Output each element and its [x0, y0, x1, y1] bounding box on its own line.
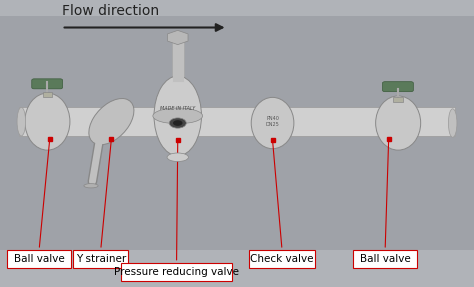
FancyBboxPatch shape	[353, 250, 417, 268]
FancyBboxPatch shape	[43, 92, 52, 97]
FancyBboxPatch shape	[249, 250, 315, 268]
Circle shape	[169, 118, 186, 128]
FancyBboxPatch shape	[121, 263, 232, 281]
Ellipse shape	[251, 97, 294, 149]
Ellipse shape	[153, 108, 202, 124]
Text: MADE IN ITALY: MADE IN ITALY	[160, 106, 195, 111]
Text: PN40: PN40	[266, 116, 279, 121]
Ellipse shape	[154, 76, 201, 156]
Text: Y strainer: Y strainer	[75, 254, 126, 264]
Circle shape	[173, 120, 182, 126]
Ellipse shape	[25, 93, 70, 150]
Text: Ball valve: Ball valve	[14, 254, 64, 264]
FancyBboxPatch shape	[32, 79, 63, 89]
Text: Flow direction: Flow direction	[62, 3, 159, 18]
Ellipse shape	[17, 107, 26, 136]
Text: Check valve: Check valve	[250, 254, 314, 264]
FancyBboxPatch shape	[393, 96, 403, 102]
FancyBboxPatch shape	[73, 250, 128, 268]
Ellipse shape	[89, 98, 134, 145]
Text: Pressure reducing valve: Pressure reducing valve	[114, 267, 239, 277]
FancyBboxPatch shape	[383, 82, 413, 92]
FancyBboxPatch shape	[7, 250, 71, 268]
Ellipse shape	[84, 184, 98, 188]
Ellipse shape	[167, 153, 188, 162]
Ellipse shape	[448, 109, 457, 137]
FancyBboxPatch shape	[19, 107, 455, 136]
Text: Ball valve: Ball valve	[360, 254, 410, 264]
Text: DN25: DN25	[265, 122, 280, 127]
FancyBboxPatch shape	[0, 16, 474, 250]
Ellipse shape	[375, 96, 420, 150]
